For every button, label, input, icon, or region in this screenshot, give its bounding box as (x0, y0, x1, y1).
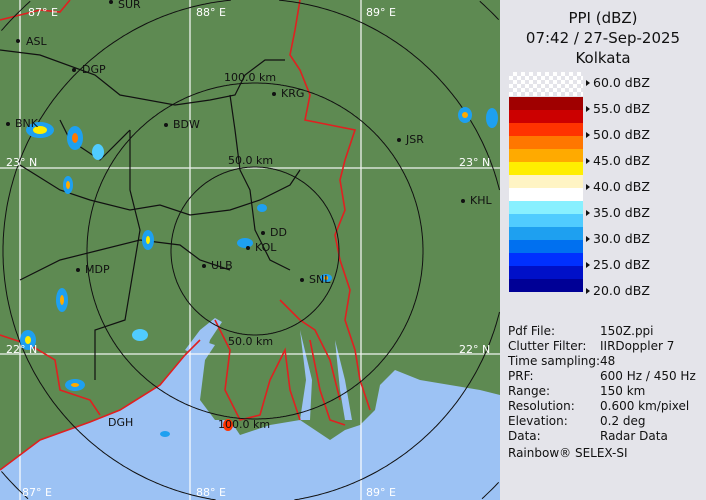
city-label: SNL (309, 273, 331, 286)
ring-labels: 100.0 km 50.0 km 50.0 km 100.0 km (218, 71, 276, 431)
lat-label: 22° N (459, 343, 490, 356)
info-panel: PPI (dBZ) 07:42 / 27-Sep-2025 Kolkata 60… (500, 0, 706, 500)
city-label: BDW (173, 118, 200, 131)
info-row: Time sampling: 48 (508, 354, 615, 369)
ring-label: 100.0 km (218, 418, 270, 431)
site-name: Kolkata (575, 49, 631, 67)
city-label: ULB (211, 259, 233, 272)
info-label: PRF: (508, 369, 534, 383)
legend-band (509, 188, 583, 201)
info-row: Pdf File: 150Z.ppi (508, 324, 654, 339)
product-title: PPI (dBZ) (568, 9, 638, 27)
info-value: 600 Hz / 450 Hz (600, 369, 696, 383)
info-row: Clutter Filter: IIRDoppler 7 (508, 339, 674, 354)
legend-band (509, 162, 583, 175)
legend-band (509, 279, 583, 292)
ring-label: 50.0 km (228, 335, 273, 348)
legend-band (509, 110, 583, 123)
legend-band (509, 227, 583, 240)
city-label: KRG (281, 87, 304, 100)
city-label: JSR (405, 133, 424, 146)
lon-label: 89° E (366, 6, 396, 19)
lon-label: 89° E (366, 486, 396, 499)
river-estuary (185, 318, 352, 420)
city-label: DGH (108, 416, 133, 429)
info-value: Radar Data (600, 429, 668, 443)
info-row: Data: Radar Data (508, 429, 668, 444)
sea (0, 340, 500, 500)
info-value: 0.600 km/pixel (600, 399, 690, 413)
city-label: BNK (15, 117, 39, 130)
lon-label: 87° E (28, 6, 58, 19)
info-label: Clutter Filter: (508, 339, 587, 353)
ring-label: 100.0 km (224, 71, 276, 84)
lat-label: 22° N (6, 343, 37, 356)
lon-label: 87° E (22, 486, 52, 499)
range-rings (1, 0, 500, 500)
legend-label: 60.0 dBZ (586, 76, 650, 90)
ring-label: 50.0 km (228, 154, 273, 167)
info-label: Time sampling: (508, 354, 601, 368)
grid-lines (0, 0, 500, 500)
info-label: Resolution: (508, 399, 575, 413)
info-row: Elevation: 0.2 deg (508, 414, 646, 429)
precipitation-echoes (20, 107, 498, 437)
info-label: Elevation: (508, 414, 568, 428)
info-label: Data: (508, 429, 541, 443)
legend-label: 45.0 dBZ (586, 154, 650, 168)
city-markers: SUR ASL DGP BNK BDW KRG JSR KHL DD KOL U… (6, 0, 492, 429)
city-label: SUR (118, 0, 141, 11)
info-label: Range: (508, 384, 551, 398)
info-value: IIRDoppler 7 (600, 339, 675, 353)
legend-label: 55.0 dBZ (586, 102, 650, 116)
info-value: 0.2 deg (600, 414, 646, 428)
legend-label: 20.0 dBZ (586, 284, 650, 298)
lon-label: 88° E (196, 6, 226, 19)
city-label: MDP (85, 263, 110, 276)
legend-label: 25.0 dBZ (586, 258, 650, 272)
legend-band (509, 136, 583, 149)
info-row: Range: 150 km (508, 384, 645, 399)
lat-label: 23° N (6, 156, 37, 169)
legend-band (509, 175, 583, 188)
legend-label: 40.0 dBZ (586, 180, 650, 194)
range-ring (86, 82, 424, 420)
range-ring (1, 0, 500, 500)
legend-band (509, 266, 583, 279)
info-label: Pdf File: (508, 324, 556, 338)
city-label: DGP (82, 63, 106, 76)
legend-band (509, 253, 583, 266)
datetime: 07:42 / 27-Sep-2025 (525, 29, 681, 47)
city-label: DD (270, 226, 287, 239)
legend-nodata-swatch (509, 72, 583, 96)
radar-map[interactable]: 87° E 88° E 89° E 87° E 88° E 89° E 23° … (0, 0, 500, 500)
city-label: KOL (255, 241, 277, 254)
legend-band (509, 240, 583, 253)
legend-band (509, 214, 583, 227)
city-label: KHL (470, 194, 492, 207)
city-label: ASL (26, 35, 48, 48)
lat-label: 23° N (459, 156, 490, 169)
legend-band (509, 201, 583, 214)
lon-label: 88° E (196, 486, 226, 499)
footer-credit: Rainbow® SELEX-SI (508, 446, 628, 460)
district-boundaries (0, 49, 301, 380)
info-value: 150Z.ppi (600, 324, 654, 338)
info-value: 150 km (600, 384, 646, 398)
range-ring (2, 0, 500, 500)
info-row: PRF: 600 Hz / 450 Hz (508, 369, 696, 384)
grid-labels: 87° E 88° E 89° E 87° E 88° E 89° E 23° … (6, 6, 490, 499)
legend-label: 50.0 dBZ (586, 128, 650, 142)
legend-label: 35.0 dBZ (586, 206, 650, 220)
info-value: 48 (600, 354, 616, 368)
legend-band (509, 123, 583, 136)
range-ring (170, 166, 340, 336)
legend-band (509, 97, 583, 110)
info-row: Resolution: 0.600 km/pixel (508, 399, 689, 414)
legend-band (509, 149, 583, 162)
legend-label: 30.0 dBZ (586, 232, 650, 246)
